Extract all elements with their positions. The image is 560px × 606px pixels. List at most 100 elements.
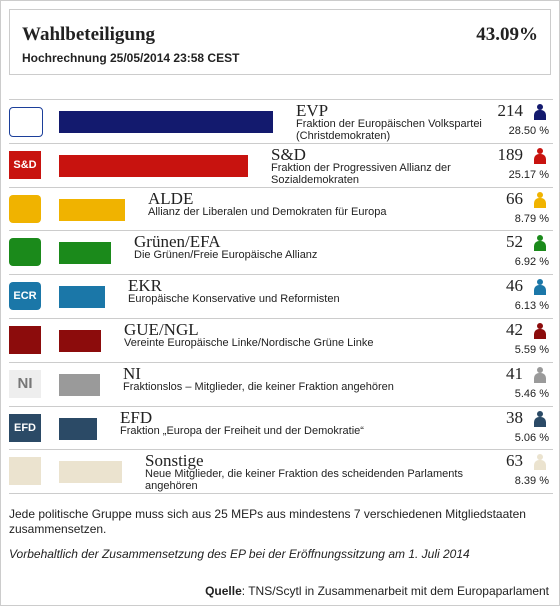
icon-body (534, 416, 546, 427)
group-description: Allianz der Liberalen und Demokraten für… (148, 205, 387, 218)
share: 5.59 % (514, 344, 549, 356)
bar (59, 154, 248, 177)
group-name: EKR (128, 276, 162, 296)
logo (9, 194, 41, 223)
row-divider (9, 142, 553, 144)
icon-head (537, 454, 543, 461)
seats: 63 (506, 451, 523, 471)
bar (59, 111, 273, 133)
row-divider (9, 186, 553, 188)
icon-head (537, 323, 543, 329)
icon-head (537, 235, 543, 242)
share: 6.92 % (514, 256, 549, 269)
row-divider (9, 274, 553, 276)
person-icon (533, 279, 547, 296)
logo-text: ECR (13, 290, 37, 303)
seats: 52 (506, 232, 523, 252)
group-description: Die Grünen/Freie Europäische Allianz (134, 249, 318, 262)
icon-body (534, 329, 546, 339)
logo (9, 326, 41, 354)
icon-body (534, 372, 546, 383)
share: 8.79 % (514, 212, 549, 225)
logo (9, 457, 41, 486)
bar (59, 286, 105, 309)
bar (59, 417, 97, 440)
logo: NI (9, 369, 41, 398)
group-name: ALDE (148, 188, 194, 208)
seats: 38 (506, 407, 523, 427)
seats: 189 (497, 144, 524, 164)
person-icon (533, 410, 547, 427)
note: Vorbehaltlich der Zusammensetzung des EP… (9, 547, 470, 561)
group-description: Neue Mitglieder, die keiner Fraktion des… (145, 468, 463, 493)
share: 8.39 % (514, 475, 549, 488)
row-divider (9, 449, 553, 451)
icon-body (534, 110, 546, 120)
icon-head (537, 104, 543, 110)
row-divider (9, 361, 553, 363)
subtitle: Hochrechnung 25/05/2014 23:58 CEST (22, 51, 240, 65)
source: Quelle: TNS/Scytl in Zusammenarbeit mit … (205, 584, 549, 598)
turnout: 43.09% (476, 24, 538, 45)
group-name: NI (123, 363, 141, 383)
logo-text: S&D (13, 158, 37, 171)
title: Wahlbeteiligung (22, 24, 156, 45)
row-divider (9, 230, 553, 232)
seats: 46 (506, 276, 523, 296)
logo: ECR (9, 282, 41, 311)
group-name: S&D (271, 144, 306, 164)
logo: S&D (9, 150, 41, 179)
group-description: Fraktion der Progressiven Allianz der So… (271, 161, 451, 186)
group-description: Vereinte Europäische Linke/Nordische Grü… (124, 337, 374, 349)
share: 25.17 % (508, 168, 549, 181)
row-divider (9, 493, 553, 495)
person-icon (533, 366, 547, 383)
bar (59, 198, 125, 221)
bar (59, 330, 101, 352)
source-text: : TNS/Scytl in Zusammenarbeit mit dem Eu… (241, 584, 549, 598)
icon-body (534, 241, 546, 252)
source-label: Quelle (205, 584, 242, 598)
icon-head (537, 191, 543, 198)
icon-body (534, 285, 546, 296)
person-icon (533, 147, 547, 164)
icon-head (537, 147, 543, 154)
icon-head (537, 410, 543, 417)
share: 6.13 % (514, 300, 549, 313)
group-description: Fraktion der Europäischen Volkspartei (C… (296, 118, 482, 142)
person-icon (533, 235, 547, 252)
logo-text: EFD (14, 421, 36, 434)
person-icon (533, 104, 547, 120)
group-name: EVP (296, 101, 329, 120)
group-description: Europäische Konservative und Reformisten (128, 293, 340, 306)
icon-body (534, 153, 546, 164)
bar (59, 461, 122, 484)
seats: 42 (506, 320, 523, 339)
seats: 214 (497, 101, 524, 120)
bar (59, 242, 111, 265)
person-icon (533, 191, 547, 208)
icon-body (534, 197, 546, 208)
share: 5.06 % (514, 431, 549, 444)
row-divider (9, 318, 553, 319)
icon-head (537, 366, 543, 373)
group-name: Sonstige (145, 451, 204, 471)
logo: EFD (9, 413, 41, 442)
note: Jede politische Gruppe muss sich aus 25 … (9, 507, 526, 536)
share: 5.46 % (514, 387, 549, 400)
share: 28.50 % (508, 125, 549, 137)
row-divider (9, 405, 553, 407)
group-description: Fraktion „Europa der Freiheit und der De… (120, 424, 364, 437)
group-description: Fraktionslos – Mitglieder, die keiner Fr… (123, 380, 394, 393)
seats: 66 (506, 188, 523, 208)
logo (9, 238, 41, 267)
group-name: Grünen/EFA (134, 232, 221, 252)
group-name: GUE/NGL (124, 320, 199, 339)
logo-text: NI (17, 375, 33, 393)
icon-body (534, 460, 546, 471)
seats: 41 (506, 363, 523, 383)
bar (59, 373, 100, 396)
person-icon (533, 454, 547, 471)
header: Wahlbeteiligung 43.09% Hochrechnung 25/0… (9, 9, 551, 75)
